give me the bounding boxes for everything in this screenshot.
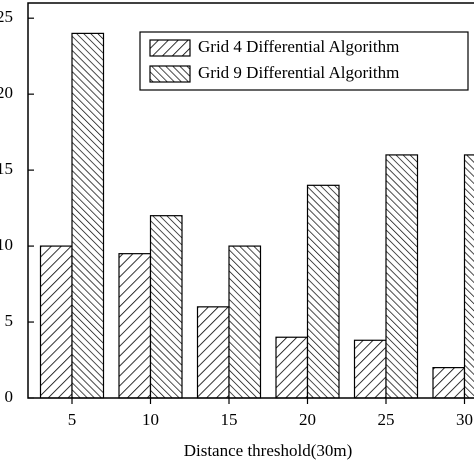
bar (228, 245, 262, 399)
y-tick-label: 5 (5, 311, 14, 330)
bar (196, 306, 230, 399)
legend-box (139, 31, 469, 91)
x-tick-label: 10 (142, 410, 159, 429)
y-tick-label: 15 (0, 159, 13, 178)
bar (39, 245, 73, 399)
legend-swatch (149, 39, 191, 57)
x-tick-label: 30 (456, 410, 473, 429)
y-tick-label: 20 (0, 83, 13, 102)
legend-label: Grid 9 Differential Algorithm (198, 63, 399, 82)
legend-swatch (149, 65, 191, 83)
x-tick-label: 20 (299, 410, 316, 429)
bar (463, 154, 474, 399)
bar (385, 154, 419, 399)
y-tick-label: 10 (0, 235, 13, 254)
legend-label: Grid 4 Differential Algorithm (198, 37, 399, 56)
x-tick-label: 15 (221, 410, 238, 429)
x-tick-label: 25 (378, 410, 395, 429)
bar (432, 367, 466, 399)
bar (149, 215, 183, 399)
plot-frame (27, 2, 474, 399)
bar (71, 32, 105, 399)
bar (306, 184, 340, 399)
y-tick-label: 0 (5, 387, 14, 406)
bar (275, 336, 309, 399)
x-axis-label: Distance threshold(30m) (184, 441, 353, 460)
bar (118, 253, 152, 399)
y-tick-label: 25 (0, 7, 13, 26)
x-tick-label: 5 (68, 410, 77, 429)
bar (353, 339, 387, 399)
